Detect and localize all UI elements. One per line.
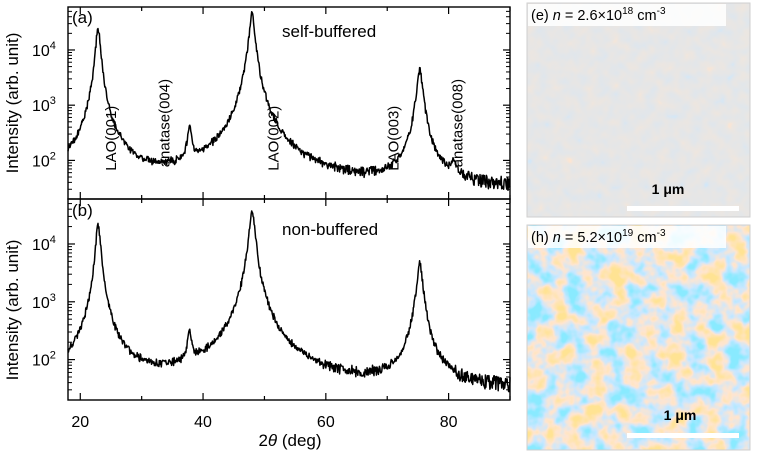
panel-a-xrd-curve — [67, 10, 511, 192]
panel-b-ticks — [68, 199, 511, 400]
y-tick-label: 104 — [32, 40, 56, 60]
peak-label: LAO(002) — [266, 106, 283, 171]
x-tick-label: 20 — [71, 414, 89, 431]
panel-e-label-box — [528, 4, 726, 26]
panel-e-scalebar — [627, 206, 739, 211]
panel-h-texture — [527, 225, 750, 450]
y-tick-label: 103 — [32, 95, 56, 115]
y-tick-label: 102 — [32, 350, 56, 370]
panel-h-scalebar — [627, 433, 739, 438]
peak-label: LAO(003) — [385, 106, 402, 171]
panel-a-ylabel: Intensity (arb. unit) — [3, 33, 22, 174]
panel-h-label: (h) n = 5.2×1019 cm-3 — [531, 228, 666, 246]
panel-b-xrd-non-buffered: 102 103 104 20 40 60 80 (b) non-buffered Inten… — [3, 198, 511, 450]
panel-h-label-box — [528, 226, 726, 248]
panel-h-border — [526, 224, 751, 451]
panel-b-ylabel: Intensity (arb. unit) — [3, 240, 22, 381]
panel-h-carrier-map: (h) n = 5.2×1019 cm-3 1 μm — [526, 224, 751, 451]
panel-e-scalebar-label: 1 μm — [652, 181, 685, 197]
panel-b-frame — [67, 198, 511, 401]
x-tick-label: 60 — [317, 414, 335, 431]
panel-b-label: (b) — [72, 201, 93, 220]
panel-e-carrier-map: (e) n = 2.6×1018 cm-3 1 μm — [526, 2, 751, 218]
panel-e-map-image — [527, 3, 750, 217]
panel-b-tick-labels: 102 103 104 20 40 60 80 — [32, 234, 458, 431]
panel-a-tick-labels: 102 103 104 — [32, 40, 56, 170]
panel-b-annotation: non-buffered — [282, 220, 378, 239]
peak-label: anatase(008) — [450, 79, 467, 167]
panel-e-border — [526, 2, 751, 218]
x-tick-label: 80 — [440, 414, 458, 431]
panel-a-annotation: self-buffered — [282, 22, 376, 41]
peak-label: LAO(001) — [103, 106, 120, 171]
panel-a-label: (a) — [72, 8, 93, 27]
x-tick-label: 40 — [194, 414, 212, 431]
y-tick-label: 102 — [32, 150, 56, 170]
panel-h-map-image — [527, 225, 750, 450]
y-tick-label: 103 — [32, 292, 56, 312]
y-tick-label: 104 — [32, 234, 56, 254]
peak-label: anatase(004) — [156, 79, 173, 167]
panel-b-xrd-curve — [67, 210, 511, 393]
panel-e-label: (e) n = 2.6×1018 cm-3 — [531, 6, 666, 24]
panel-e-texture — [527, 3, 750, 217]
x-axis-label: 2θ (deg) — [258, 431, 321, 450]
panel-a-peak-labels: LAO(001) anatase(004) LAO(002) LAO(003) anat… — [103, 79, 467, 171]
panel-h-scalebar-label: 1 μm — [664, 407, 697, 423]
